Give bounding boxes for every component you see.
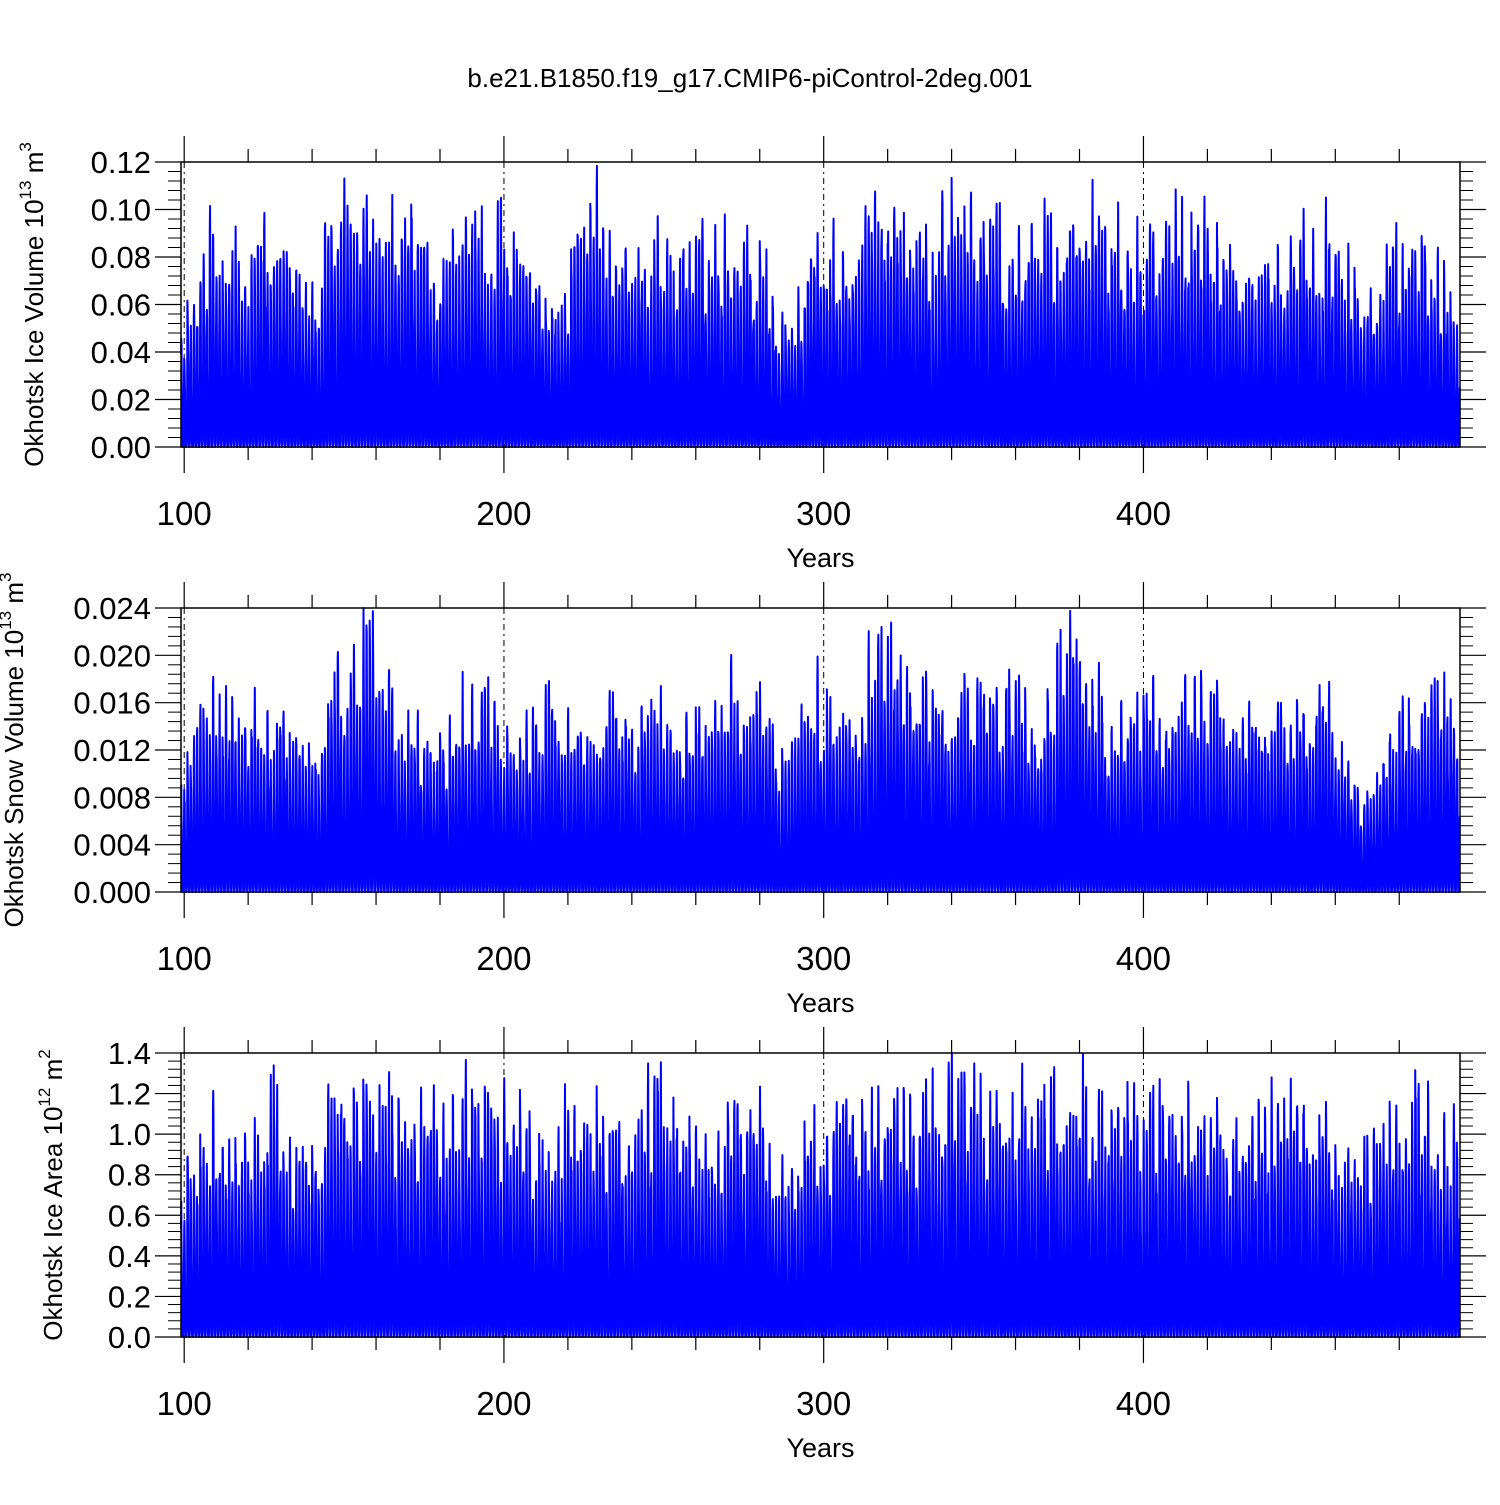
panel-3: 0.0 0.2 0.4 0.6 0.8 1.0 1.2 1.4 100 200 300 400 Year… [35, 1027, 1486, 1463]
x-tick-label: 400 [1116, 940, 1171, 977]
y-tick-label: 0.0 [108, 1320, 151, 1355]
x-axis-label: Years [786, 1433, 854, 1463]
y-tick-label: 0.008 [73, 780, 151, 815]
y-tick-label: 0.04 [91, 335, 151, 370]
figure-title: b.e21.B1850.f19_g17.CMIP6-piControl-2deg… [467, 63, 1032, 93]
y-tick-label: 0.024 [73, 591, 151, 626]
x-tick-label: 200 [476, 1385, 531, 1422]
y-tick-label: 0.8 [108, 1158, 151, 1193]
y-tick-label: 0.02 [91, 383, 151, 418]
y-axis-label: Okhotsk Ice Area 1012 m2 [35, 1049, 68, 1340]
y-tick-label: 1.4 [108, 1036, 151, 1071]
y-tick-label: 1.0 [108, 1117, 151, 1152]
y-tick-label: 0.6 [108, 1198, 151, 1233]
x-tick-label: 400 [1116, 1385, 1171, 1422]
x-tick-label: 200 [476, 940, 531, 977]
panel-1: 0.00 0.02 0.04 0.06 0.08 0.10 0.12 100 200 300 400… [16, 136, 1486, 573]
y-tick-label: 0.06 [91, 288, 151, 323]
x-tick-label: 100 [157, 940, 212, 977]
y-tick-label: 0.08 [91, 240, 151, 275]
y-tick-label: 0.00 [91, 430, 151, 465]
y-tick-label: 0.012 [73, 733, 151, 768]
y-tick-label: 0.10 [91, 193, 151, 228]
y-tick-label: 0.4 [108, 1239, 151, 1274]
x-tick-label: 400 [1116, 495, 1171, 532]
panel-2: 0.000 0.004 0.008 0.012 0.016 0.020 0.024 100 20… [0, 573, 1486, 1018]
series-line [180, 164, 1461, 448]
x-tick-label: 300 [796, 495, 851, 532]
x-tick-label: 300 [796, 1385, 851, 1422]
y-tick-label: 0.016 [73, 686, 151, 721]
x-tick-label: 100 [157, 495, 212, 532]
plot-frame [180, 1052, 1461, 1338]
y-axis-label: Okhotsk Ice Volume 1013 m3 [16, 142, 49, 467]
x-tick-label: 200 [476, 495, 531, 532]
panels: 0.00 0.02 0.04 0.06 0.08 0.10 0.12 100 200 300 400… [0, 136, 1486, 1463]
series-line [180, 1052, 1461, 1338]
y-tick-label: 0.004 [73, 828, 151, 863]
y-axis-label: Okhotsk Snow Volume 1013 m3 [0, 573, 29, 928]
series-line [180, 607, 1461, 893]
x-tick-label: 100 [157, 1385, 212, 1422]
y-tick-label: 0.020 [73, 638, 151, 673]
y-tick-label: 0.000 [73, 875, 151, 910]
x-axis-label: Years [786, 988, 854, 1018]
y-tick-label: 0.12 [91, 145, 151, 180]
x-tick-label: 300 [796, 940, 851, 977]
x-axis-label: Years [786, 543, 854, 573]
y-tick-label: 1.2 [108, 1077, 151, 1112]
y-tick-label: 0.2 [108, 1279, 151, 1314]
